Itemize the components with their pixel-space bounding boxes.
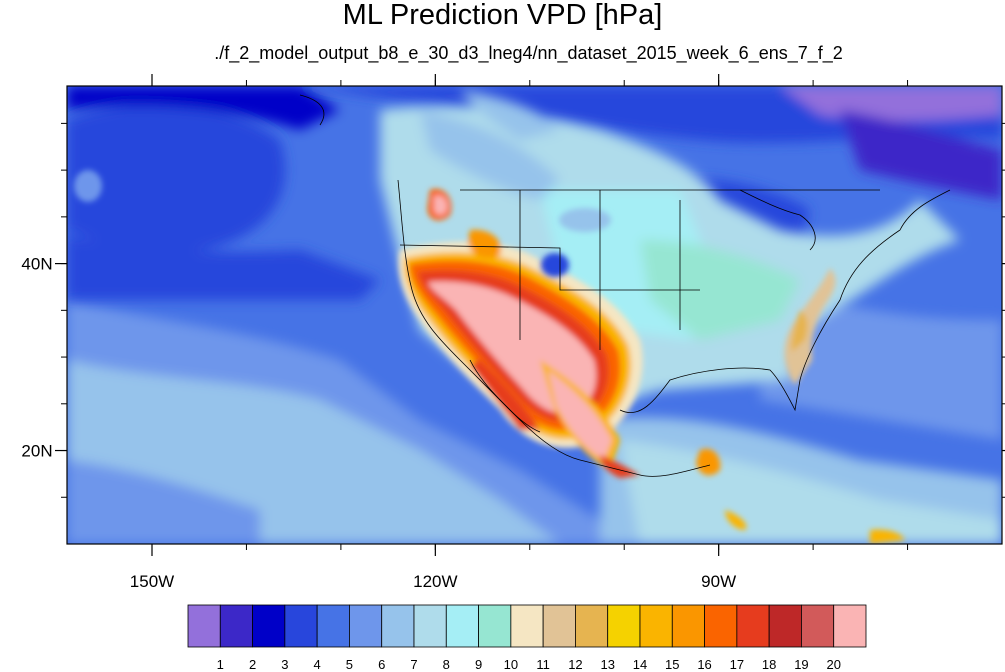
colorbar-label: 7 (410, 657, 417, 672)
map-subtitle: ./f_2_model_output_b8_e_30_d3_lneg4/nn_d… (214, 43, 843, 63)
colorbar-label: 20 (826, 657, 840, 672)
npac-spot (74, 170, 102, 202)
utah-cold-spot (541, 253, 569, 277)
colorbar-label: 18 (762, 657, 776, 672)
colorbar-swatch (542, 604, 576, 648)
colorbar-swatch (639, 604, 673, 648)
colorbar-label: 12 (568, 657, 582, 672)
colorbar-swatch (704, 604, 738, 648)
colorbar-label: 17 (730, 657, 744, 672)
colorbar-label: 15 (665, 657, 679, 672)
colorbar-swatch (445, 604, 479, 648)
colorbar-swatch (316, 604, 350, 648)
colorbar-swatch (671, 604, 705, 648)
colorbar-swatch (833, 604, 867, 648)
npac-dark-1 (67, 104, 286, 251)
y-tick-label: 20N (21, 442, 52, 461)
labrador-1 (780, 86, 1002, 121)
wyoming-cool (559, 208, 611, 232)
southeast-12 (784, 268, 836, 385)
colorbar-swatch (510, 604, 544, 648)
colorbar-swatch (736, 604, 770, 648)
map-frame (66, 85, 1003, 545)
southeast-13 (791, 310, 808, 352)
map-ticks (55, 74, 1005, 556)
x-tick-label: 90W (701, 572, 736, 591)
atlantic-6 (760, 280, 1002, 440)
gulf-alaska-3 (67, 86, 340, 130)
hawaii-band (67, 460, 260, 544)
colorbar-label: 19 (794, 657, 808, 672)
map-title: ML Prediction VPD [hPa] (342, 0, 663, 31)
colorbar-label: 11 (536, 657, 550, 672)
colorbar-swatch (607, 604, 641, 648)
colorbar-label: 2 (249, 657, 256, 672)
southwest-hot-region (398, 189, 905, 544)
colorbar-label: 9 (475, 657, 482, 672)
x-tick-label: 120W (413, 572, 457, 591)
colorbar-label: 3 (281, 657, 288, 672)
axis-labels: 150W 120W 90W 40N 20N (21, 255, 736, 591)
colorbar-swatch (801, 604, 835, 648)
colorbar-swatch (219, 604, 253, 648)
colorbar-label: 1 (217, 657, 224, 672)
colorbar-label: 4 (314, 657, 321, 672)
colorbar-swatch (252, 604, 286, 648)
colorbar-label: 14 (633, 657, 647, 672)
colorbar-swatch (349, 604, 383, 648)
colorbar-swatch (413, 604, 447, 648)
colorbar-swatch (381, 604, 415, 648)
colorbar: 1 2 3 4 5 6 7 8 9 10 11 12 13 14 15 16 17 18 19 20 (187, 604, 867, 672)
rockies-north-7 (420, 110, 560, 200)
colorbar-label: 5 (346, 657, 353, 672)
colorbar-swatch (187, 604, 221, 648)
colorbar-label: 10 (504, 657, 518, 672)
colorbar-label: 16 (697, 657, 711, 672)
alberta-7 (460, 90, 560, 140)
x-tick-label: 150W (130, 572, 174, 591)
quebec-2 (840, 110, 1002, 200)
coastlines (299, 94, 951, 477)
colorbar-swatch (575, 604, 609, 648)
colorbar-label: 8 (443, 657, 450, 672)
colorbar-label: 6 (378, 657, 385, 672)
colorbar-swatch (284, 604, 318, 648)
colorbar-label: 13 (600, 657, 614, 672)
colorbar-swatch (478, 604, 512, 648)
vpd-field (67, 86, 1002, 544)
npac-dark-2 (67, 235, 380, 300)
y-tick-label: 40N (21, 255, 52, 274)
colorbar-swatch (768, 604, 802, 648)
